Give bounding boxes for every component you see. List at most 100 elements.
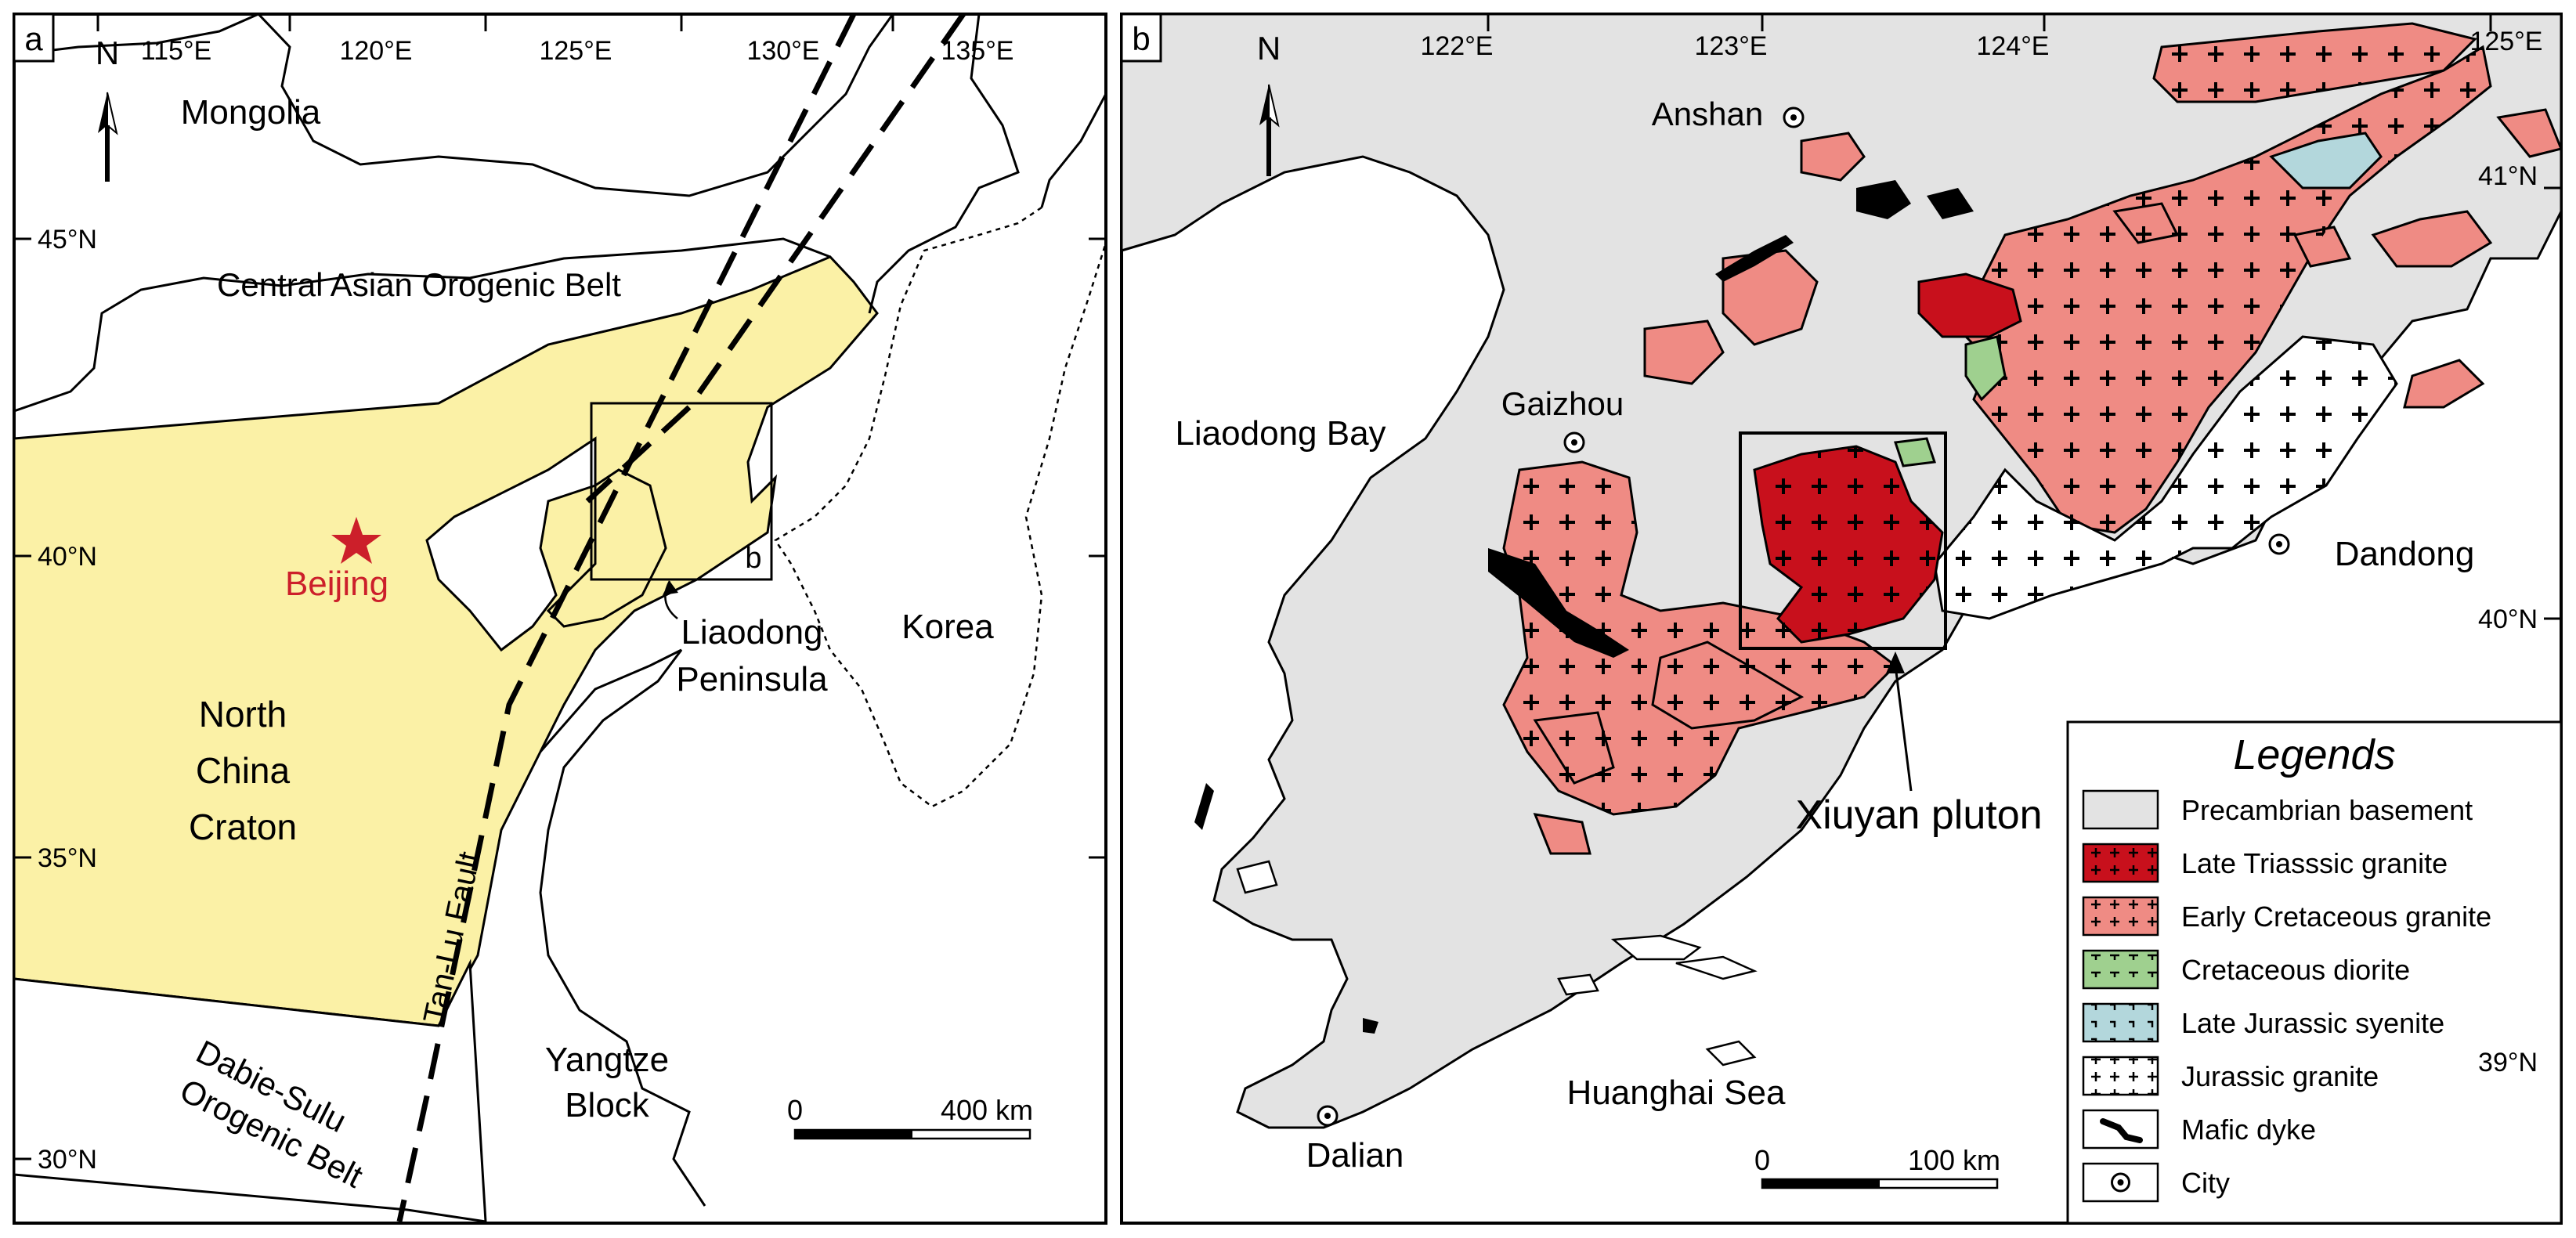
lat-label-45: 45°N <box>38 225 97 254</box>
cretaceous-diorite-body <box>1964 335 2007 402</box>
panel-b-letter-box <box>1120 13 1162 63</box>
panel-a-letter-box <box>13 13 55 63</box>
lon-label-125: 125°E <box>2469 27 2542 56</box>
gaizhou-city-icon <box>1563 431 1585 453</box>
legend-item-label: Early Cretaceous granite <box>2181 901 2491 933</box>
bohai-bay-water <box>425 436 597 652</box>
legend-item: Early Cretaceous granite <box>2082 896 2491 937</box>
xiuyan-pointer-head <box>1886 651 1905 673</box>
liaodong-peninsula-land <box>546 468 667 628</box>
graticule-ticks <box>14 14 1106 1160</box>
lon-label-125: 125°E <box>539 36 612 66</box>
lon-label-120: 120°E <box>339 36 412 66</box>
lon-label-115: 115°E <box>141 36 211 66</box>
lon-label-130: 130°E <box>746 36 819 66</box>
legend-item: Precambrian basement <box>2082 789 2473 830</box>
ncc-label-line-1: North <box>199 694 287 734</box>
legend-item-label: Jurassic granite <box>2181 1060 2379 1092</box>
legend-title: Legends <box>2233 731 2395 778</box>
lat-label-39: 39°N <box>2478 1048 2538 1077</box>
korea-label: Korea <box>901 608 994 646</box>
lon-label-123: 123°E <box>1694 31 1767 61</box>
city-markers <box>1317 106 2290 1127</box>
lat-label-41: 41°N <box>2478 161 2538 191</box>
anshan-city-icon <box>1783 106 1805 128</box>
panel-b-letter: b <box>1132 20 1150 57</box>
liaodong-arrowhead <box>663 581 678 595</box>
legend-swatch <box>2082 1109 2159 1150</box>
korea-dotted-border <box>774 206 1106 808</box>
gaizhou-label: Gaizhou <box>1501 385 1624 422</box>
lat-label-30: 30°N <box>38 1145 97 1175</box>
liaodong-bay-label: Liaodong Bay <box>1175 414 1386 453</box>
xiuyan-inset-box <box>1739 431 1947 650</box>
legend-item: Late Jurassic syenite <box>2082 1002 2444 1043</box>
caob-southern-boundary <box>14 237 831 413</box>
tan-lu-fault-line <box>396 14 857 1222</box>
mafic-dyke-icon <box>2100 1118 2143 1143</box>
inset-box-b <box>590 402 773 581</box>
legend-swatch-pattern <box>2083 1004 2158 1041</box>
north-label-b: N <box>1257 30 1281 67</box>
dandong-label: Dandong <box>2335 535 2475 573</box>
legend-item-label: City <box>2181 1167 2230 1199</box>
legend-item: Jurassic granite <box>2082 1056 2379 1096</box>
panel-a-letter: a <box>24 20 43 57</box>
ncc-label-line-3: Craton <box>189 807 297 847</box>
panel-b: Precambrian basement Late Triasssic grani… <box>1120 13 2563 1225</box>
legend-item: Late Triasssic granite <box>2082 843 2448 883</box>
lon-label-122: 122°E <box>1420 31 1493 61</box>
beijing-label: Beijing <box>285 565 388 603</box>
caob-label: Central Asian Orogenic Belt <box>217 266 621 303</box>
scale-bar-b <box>1761 1178 1999 1189</box>
city-icon-dot <box>2117 1179 2124 1186</box>
panel-a <box>13 13 1107 1225</box>
yangtze-label-line-1: Yangtze <box>545 1041 669 1079</box>
ncc-label-line-2: China <box>196 750 291 791</box>
graticule-ticks-b <box>1487 14 2561 1074</box>
jurassic-granite-crosses <box>1935 337 2397 619</box>
late-jurassic-syenite-body <box>2269 132 2383 189</box>
mongolia-border <box>14 14 894 197</box>
offshore-islands <box>1236 860 1758 1067</box>
legend-swatch-pattern <box>2083 897 2158 935</box>
legend-item-label: Precambrian basement <box>2181 794 2473 826</box>
mongolia-label: Mongolia <box>181 93 321 132</box>
lon-label-124: 124°E <box>1976 31 2049 61</box>
legend-item: Mafic dyke <box>2082 1109 2316 1150</box>
lat-label-35: 35°N <box>38 843 97 873</box>
north-china-craton-region <box>14 255 879 1027</box>
anshan-label: Anshan <box>1652 96 1763 132</box>
legend-item-label: Cretaceous diorite <box>2181 954 2410 986</box>
legend-item: City <box>2082 1162 2230 1203</box>
xiuyan-pointer <box>1894 665 1913 792</box>
panel-a-map <box>14 14 1106 1223</box>
dalian-label: Dalian <box>1306 1136 1404 1175</box>
scale-bar <box>793 1128 1031 1140</box>
dalian-city-icon <box>1317 1105 1339 1127</box>
xiuyan-crosses <box>1754 446 1942 642</box>
legend-swatches: Precambrian basement Late Triasssic grani… <box>2082 789 2491 1203</box>
dabie-sulu-belt <box>14 958 487 1223</box>
legend: Precambrian basement Late Triasssic grani… <box>2066 720 2563 1225</box>
late-triassic-northern-body <box>1917 273 2022 338</box>
mafic-dykes <box>1194 180 1974 1034</box>
scale-start: 0 <box>787 1094 803 1126</box>
liaodong-label-line-2: Peninsula <box>676 660 828 698</box>
north-arrow-icon <box>98 92 118 182</box>
legend-swatch-pattern <box>2083 844 2158 882</box>
legend-item-label: Late Jurassic syenite <box>2181 1007 2444 1039</box>
north-arrow-b-icon <box>1259 84 1280 176</box>
panel-b-labels: b N 122°E 123°E 124°E 125°E 41°N 40°N 39… <box>1132 20 2542 1176</box>
north-label: N <box>96 34 119 71</box>
beijing-star-icon <box>331 517 381 564</box>
east-coastline <box>1040 93 1106 208</box>
dandong-city-icon <box>2268 533 2290 555</box>
lat-label-40b: 40°N <box>2478 605 2538 634</box>
legend-swatch-pattern <box>2083 951 2158 988</box>
legend-swatch <box>2082 789 2159 830</box>
scale-b-end: 100 km <box>1908 1144 2000 1176</box>
inset-box-letter: b <box>745 542 761 575</box>
lon-label-135: 135°E <box>941 36 1013 66</box>
legend-item: Cretaceous diorite <box>2082 949 2410 990</box>
